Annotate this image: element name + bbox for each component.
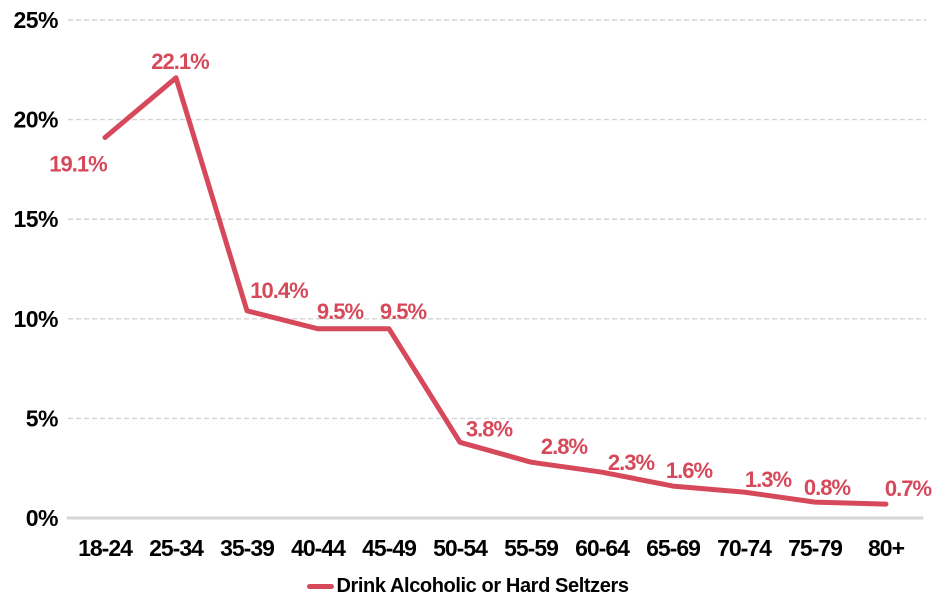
data-label: 10.4% xyxy=(250,278,308,303)
data-label: 2.8% xyxy=(541,434,588,459)
data-label: 2.3% xyxy=(608,450,655,475)
x-tick-label: 70-74 xyxy=(717,535,772,561)
x-tick-label: 65-69 xyxy=(646,535,700,561)
data-label: 3.8% xyxy=(466,416,513,441)
x-tick-label: 75-79 xyxy=(788,535,842,561)
x-tick-label: 80+ xyxy=(868,535,905,561)
legend-line-icon xyxy=(307,583,335,589)
x-tick-label: 50-54 xyxy=(433,535,488,561)
x-tick-label: 18-24 xyxy=(78,535,133,561)
data-label: 1.3% xyxy=(745,467,792,492)
data-label: 9.5% xyxy=(317,299,364,324)
x-tick-label: 60-64 xyxy=(575,535,630,561)
line-chart-canvas: 0% 5% 10% 15% 20% 25% 18-24 25-34 35-39 40-44 45-4… xyxy=(13,7,932,561)
data-label: 22.1% xyxy=(151,49,209,74)
y-tick-label: 5% xyxy=(26,405,58,431)
y-tick-label: 0% xyxy=(26,505,58,531)
y-tick-label: 15% xyxy=(13,206,58,232)
y-tick-label: 10% xyxy=(13,306,58,332)
data-label: 9.5% xyxy=(380,299,427,324)
x-tick-label: 40-44 xyxy=(291,535,346,561)
x-tick-label: 45-49 xyxy=(362,535,416,561)
y-tick-label: 20% xyxy=(13,107,58,133)
data-label: 0.7% xyxy=(885,476,932,501)
y-tick-label: 25% xyxy=(13,7,58,33)
x-tick-label: 35-39 xyxy=(220,535,274,561)
line-series xyxy=(102,75,889,507)
data-label: 19.1% xyxy=(49,152,107,177)
legend: Drink Alcoholic or Hard Seltzers xyxy=(0,573,936,599)
x-tick-label: 25-34 xyxy=(149,535,204,561)
data-label: 1.6% xyxy=(666,458,713,483)
data-label: 0.8% xyxy=(804,475,851,500)
legend-label: Drink Alcoholic or Hard Seltzers xyxy=(336,574,629,597)
x-tick-label: 55-59 xyxy=(504,535,558,561)
